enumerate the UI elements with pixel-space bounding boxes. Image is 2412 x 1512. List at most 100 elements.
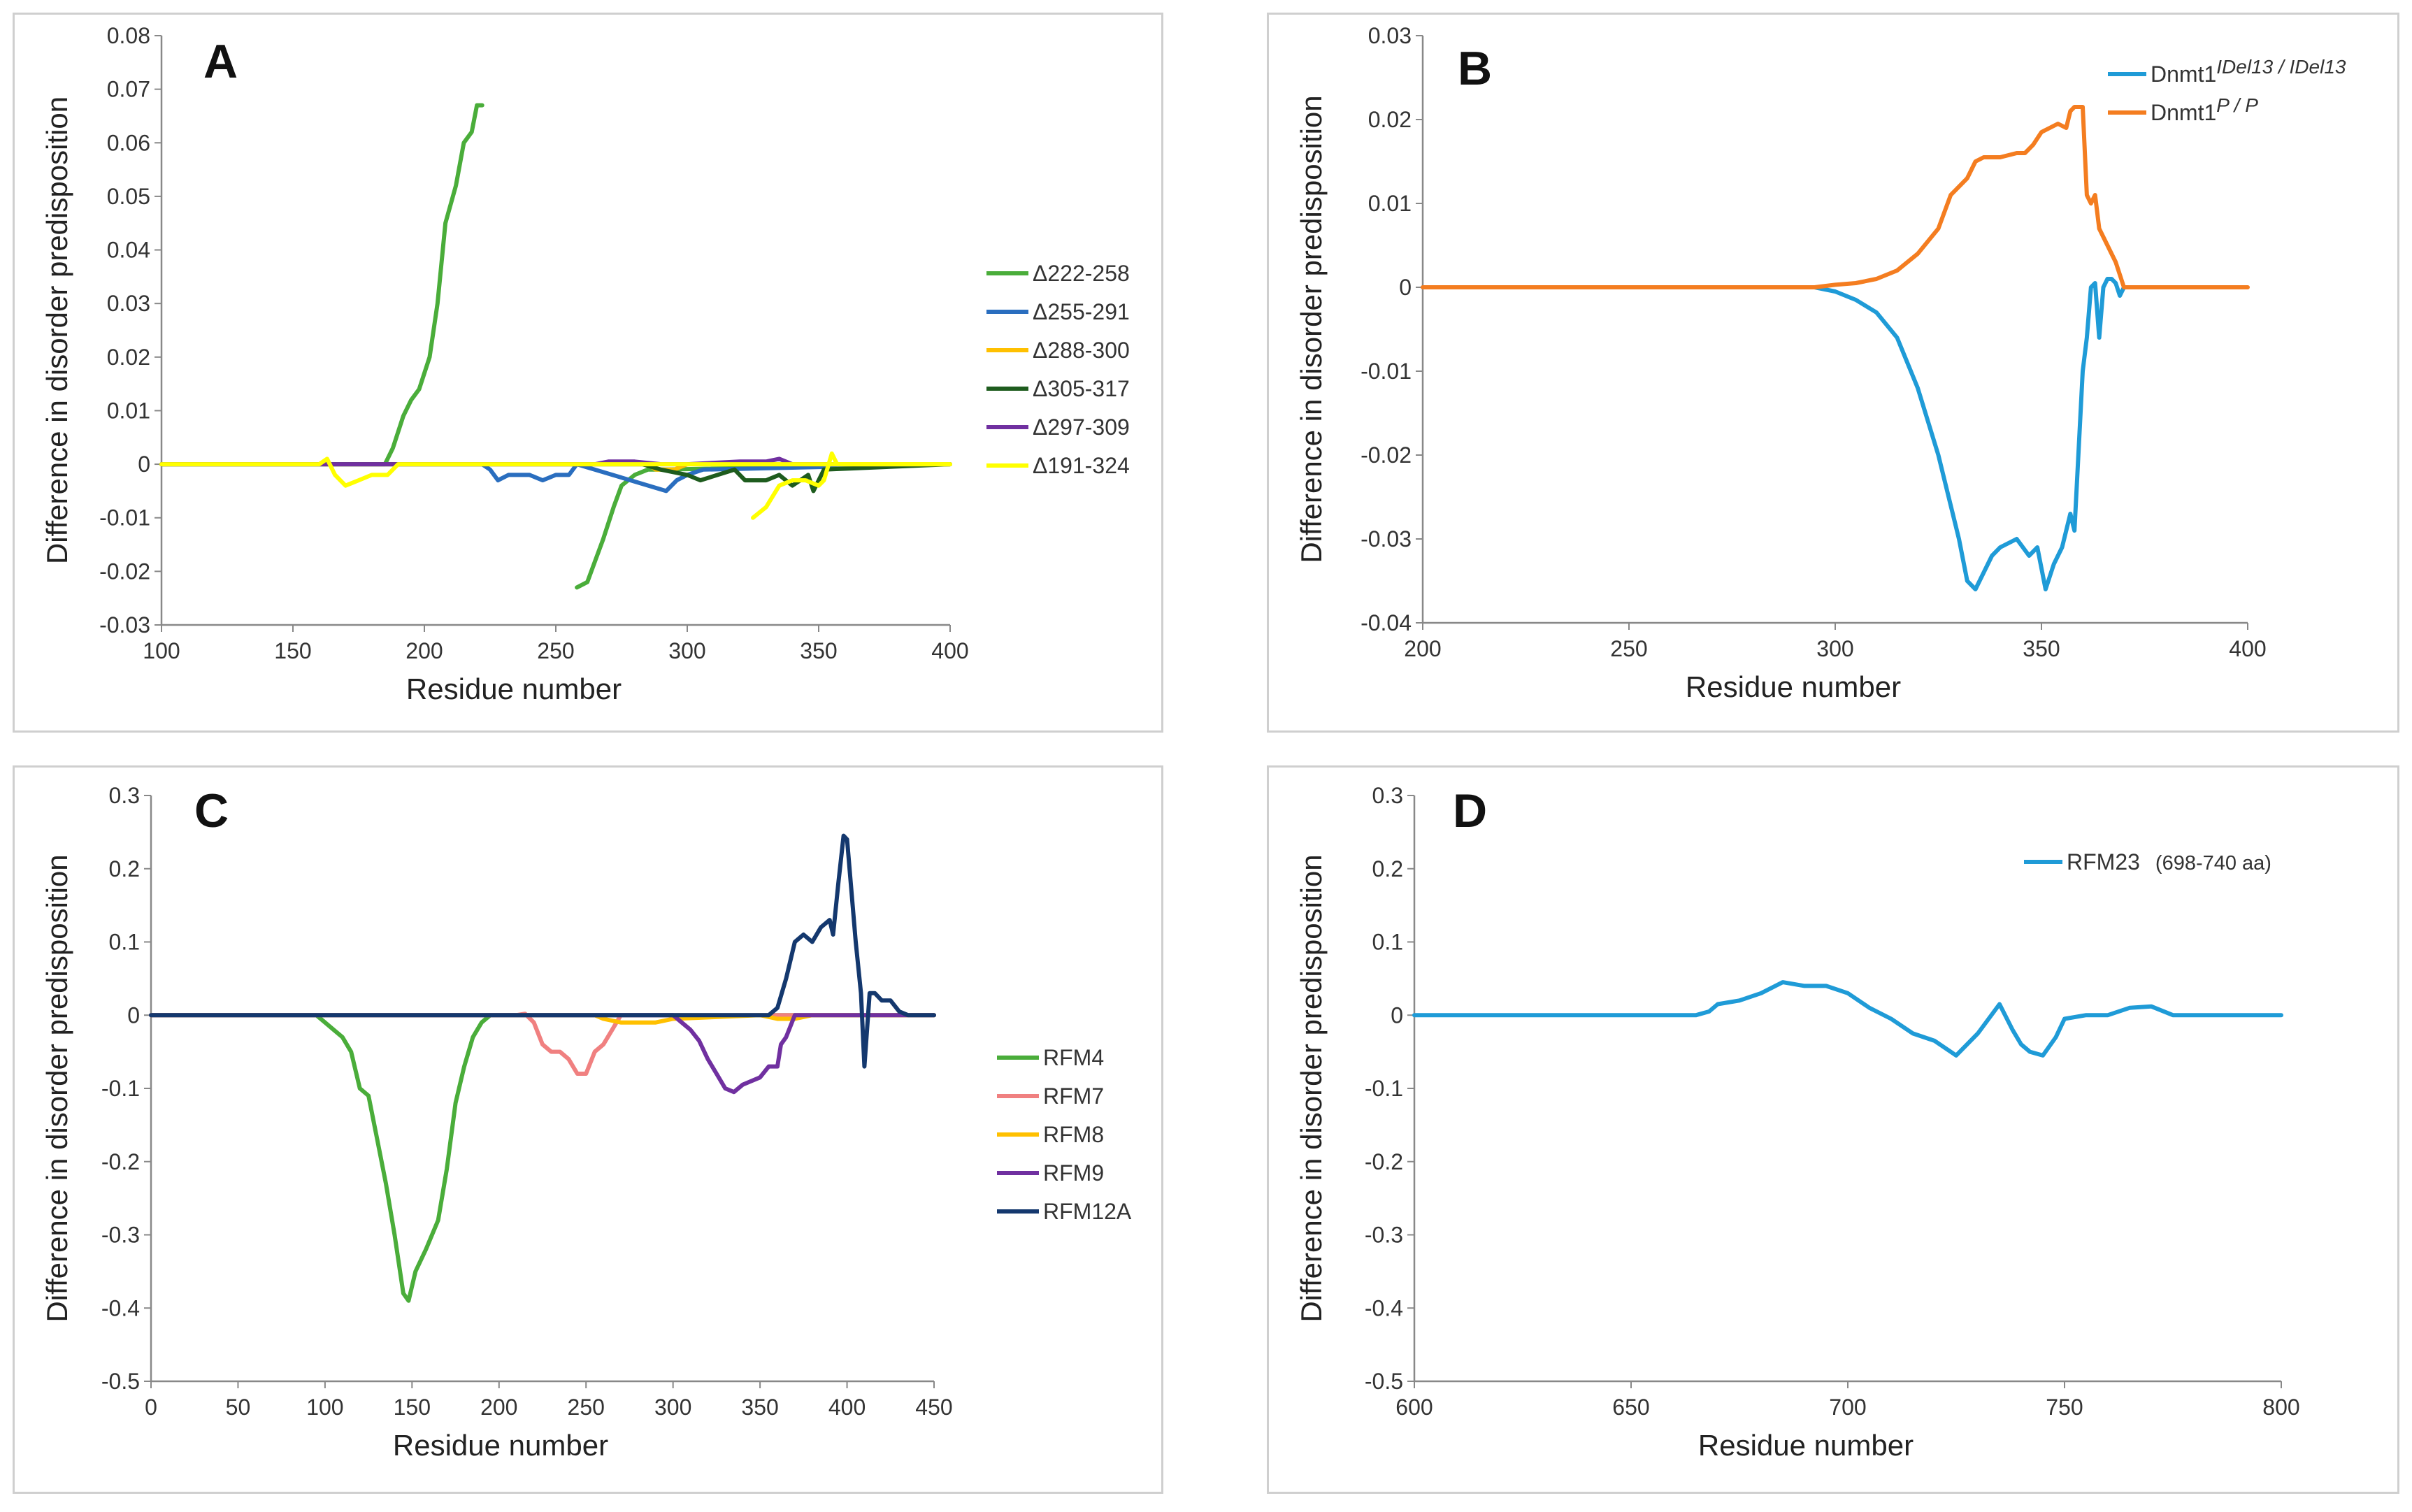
panel-c: -0.5 -0.4 -0.3 -0.2 -0.1 0 0.1 0.2 0.3 0 50 100 150 2… [13,765,1163,1494]
legend-entry: RFM9 [1043,1160,1104,1186]
legend-entry: RFM4 [1043,1045,1104,1070]
y-tick-label: -0.01 [1361,359,1412,384]
legend-superscript: P / P [2216,94,2258,116]
y-axis-label: Difference in disorder predisposition [1295,854,1328,1322]
x-tick-label: 250 [1610,636,1647,661]
y-tick-label: 0.01 [1368,191,1412,216]
legend-name: Δ297-309 [1033,415,1130,440]
y-tick-label: 0 [1391,1002,1403,1028]
legend-entry: Δ305-317 [1033,376,1130,401]
x-tick-label: 0 [145,1395,157,1420]
x-tick-label: 350 [2023,636,2060,661]
panel-label: D [1453,784,1487,837]
x-tick-label: 200 [480,1395,517,1420]
x-tick-label: 300 [654,1395,691,1420]
y-tick-label: -0.3 [1365,1223,1403,1248]
legend-name: Δ222-258 [1033,261,1130,286]
x-tick-label: 250 [568,1395,605,1420]
x-tick-label: 300 [668,638,705,663]
x-tick-label: 300 [1816,636,1853,661]
chart-d: -0.5 -0.4 -0.3 -0.2 -0.1 0 0.1 0.2 0.3 600 650 700 7… [1295,783,2300,1462]
panel-d: -0.5 -0.4 -0.3 -0.2 -0.1 0 0.1 0.2 0.3 600 650 700 7… [1267,765,2399,1494]
y-tick-label: -0.2 [101,1149,140,1174]
x-tick-label: 650 [1612,1395,1649,1420]
x-tick-label: 400 [828,1395,866,1420]
legend-name: Dnmt1 [2151,100,2216,125]
series-line-rfm8 [149,1013,936,1025]
legend-suffix: (698-740 aa) [2155,852,2271,874]
legend-entry: Δ222-258 [1033,261,1130,286]
series-line-222-258 [159,103,484,467]
series-line-305-317 [159,462,952,494]
legend-name: Δ255-291 [1033,299,1130,324]
legend-name: RFM12A [1043,1199,1132,1224]
x-tick-label: 700 [1829,1395,1866,1420]
y-tick-label: 0 [127,1002,140,1028]
x-tick-label: 400 [2229,636,2266,661]
series-line-dnmt1-idel13-idel13 [1421,277,2126,591]
y-tick-label: 0.03 [1368,23,1412,48]
legend-entry: RFM23 (698-740 aa) [2067,849,2271,874]
x-tick-label: 600 [1395,1395,1433,1420]
series-line-rfm4 [149,1013,936,1303]
legend-entry: Dnmt1P / P [2151,94,2258,125]
x-tick-label: 50 [226,1395,251,1420]
y-tick-label: 0 [138,452,150,477]
y-axis-label: Difference in disorder predisposition [41,96,73,564]
legend: RFM23 (698-740 aa) [2024,849,2271,874]
legend-name: RFM9 [1043,1160,1104,1186]
chart-b: -0.04 -0.03 -0.02 -0.01 0 0.01 0.02 0.03 200 250 3… [1295,23,2346,703]
panel-a: -0.03 -0.02 -0.01 0 0.01 0.02 0.03 0.04 0.05 0.06… [13,13,1163,733]
x-axis-label: Residue number [406,672,622,705]
x-tick-label: 450 [915,1395,952,1420]
y-tick-label: 0.05 [107,184,150,209]
legend-name: RFM23 [2067,849,2140,874]
series-line-rfm7 [149,1011,936,1076]
series-line-dnmt1-p-p [1421,105,2250,289]
y-tick-label: 0.3 [1372,783,1403,808]
series-line-rfm23 [1412,980,2283,1058]
legend-entry: Dnmt1IDel13 / IDel13 [2151,56,2346,87]
legend: RFM4 RFM7 RFM8 RFM9 RFM12A [997,1045,1132,1224]
y-tick-label: 0.1 [1372,930,1403,955]
x-axis-label: Residue number [393,1429,608,1462]
y-tick-label: -0.4 [1365,1295,1403,1320]
x-tick-label: 150 [394,1395,431,1420]
legend-entry: RFM12A [1043,1199,1132,1224]
legend-entry: Δ191-324 [1033,453,1130,478]
legend-entry: RFM8 [1043,1122,1104,1147]
x-tick-label: 150 [274,638,311,663]
y-tick-label: 0.08 [107,23,150,48]
y-tick-label: -0.3 [101,1223,140,1248]
legend-entry: RFM7 [1043,1083,1104,1109]
legend-entry: Δ288-300 [1033,338,1130,363]
y-tick-label: 0.06 [107,130,150,155]
y-axis-label: Difference in disorder predisposition [41,854,73,1322]
y-tick-label: 0.02 [107,345,150,370]
x-tick-label: 750 [2046,1395,2083,1420]
chart-a: -0.03 -0.02 -0.01 0 0.01 0.02 0.03 0.04 0.05 0.06… [41,23,1130,705]
legend-superscript: IDel13 / IDel13 [2216,56,2346,78]
y-tick-label: -0.02 [99,559,150,584]
x-axis-label: Residue number [1686,670,1901,703]
legend-name: RFM4 [1043,1045,1104,1070]
legend: Δ222-258 Δ255-291 Δ288-300 Δ305-317 Δ297-309… [986,261,1130,478]
y-tick-label: 0.04 [107,238,150,263]
panel-label: C [194,784,229,837]
y-tick-label: 0.2 [109,856,140,881]
y-tick-label: -0.03 [1361,526,1412,552]
y-tick-label: -0.4 [101,1295,140,1320]
y-tick-label: -0.2 [1365,1149,1403,1174]
y-tick-label: -0.02 [1361,442,1412,468]
legend-name: Δ305-317 [1033,376,1130,401]
panel-label: A [203,35,238,88]
legend-name: Dnmt1 [2151,62,2216,87]
chart-c: -0.5 -0.4 -0.3 -0.2 -0.1 0 0.1 0.2 0.3 0 50 100 150 2… [41,783,1132,1462]
x-axis-label: Residue number [1698,1429,1914,1462]
legend-entry: Δ255-291 [1033,299,1130,324]
panel-label: B [1458,42,1492,95]
series-line-191-324-post [751,451,952,520]
x-tick-label: 800 [2262,1395,2299,1420]
y-tick-label: 0.07 [107,77,150,102]
series-line-rfm12a [149,833,936,1069]
